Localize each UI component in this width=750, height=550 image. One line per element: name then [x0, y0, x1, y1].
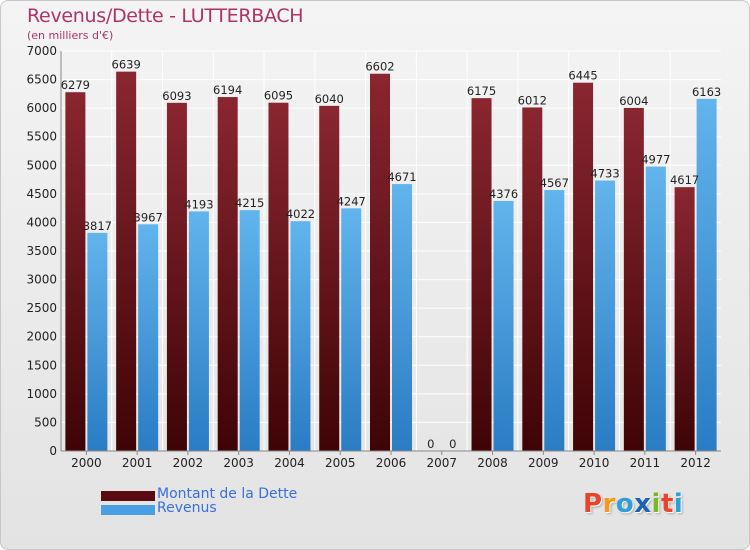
x-tick-label: 2003 — [223, 456, 254, 470]
proxiti-logo: Proxiti — [583, 489, 683, 519]
x-tick-label: 2008 — [477, 456, 508, 470]
data-label: 4022 — [286, 207, 315, 221]
data-label: 4193 — [184, 197, 213, 211]
data-label: 4247 — [337, 194, 366, 208]
x-tick-label: 2011 — [630, 456, 661, 470]
x-tick-label: 2009 — [528, 456, 559, 470]
x-tick-label: 2006 — [376, 456, 407, 470]
x-tick-label: 2004 — [274, 456, 305, 470]
data-label: 4977 — [641, 153, 670, 167]
bar-dette — [166, 102, 187, 451]
data-label: 4376 — [489, 187, 518, 201]
logo-letter: i — [651, 489, 661, 519]
data-label: 6279 — [61, 78, 90, 92]
data-label: 6602 — [365, 60, 394, 74]
y-tick-label: 3500 — [26, 244, 57, 258]
bar-revenus — [188, 211, 209, 451]
bar-dette — [268, 102, 289, 451]
y-tick-label: 0 — [49, 444, 57, 458]
legend-label-revenus: Revenus — [157, 500, 217, 516]
data-label: 6095 — [264, 89, 293, 103]
data-label: 6445 — [568, 69, 597, 83]
legend-label-dette: Montant de la Dette — [157, 486, 298, 502]
bar-revenus — [138, 224, 159, 451]
x-tick-label: 2012 — [680, 456, 711, 470]
chart-title: Revenus/Dette - LUTTERBACH — [27, 5, 304, 27]
chart-subtitle: (en milliers d'€) — [27, 29, 114, 42]
data-label: 6040 — [315, 92, 344, 106]
x-tick-label: 2001 — [122, 456, 153, 470]
bar-revenus — [392, 184, 412, 452]
data-label: 0 — [449, 437, 456, 451]
y-tick-label: 7000 — [26, 44, 57, 58]
bar-revenus — [595, 180, 616, 452]
data-label: 0 — [427, 437, 434, 451]
bar-dette — [319, 105, 340, 451]
logo-letter: i — [673, 489, 684, 519]
bar-dette — [116, 71, 137, 451]
data-label: 4567 — [540, 176, 569, 190]
x-tick-label: 2002 — [173, 456, 204, 470]
data-label: 4215 — [235, 196, 264, 210]
y-tick-label: 1500 — [26, 358, 57, 372]
logo-letter: x — [634, 489, 652, 519]
x-tick-label: 2000 — [71, 456, 102, 470]
bar-dette — [65, 92, 86, 451]
y-tick-label: 5000 — [26, 158, 57, 172]
logo-letter: P — [583, 489, 603, 519]
data-label: 6093 — [162, 89, 191, 103]
y-tick-label: 2000 — [26, 330, 57, 344]
bar-revenus — [645, 166, 666, 451]
bar-revenus — [696, 98, 717, 451]
x-tick-label: 2005 — [325, 456, 356, 470]
data-label: 6194 — [213, 83, 242, 97]
bar-dette — [217, 97, 238, 452]
bar-dette — [370, 73, 390, 451]
y-tick-label: 5500 — [26, 130, 57, 144]
bar-revenus — [493, 200, 514, 451]
y-tick-label: 6500 — [26, 73, 57, 87]
bar-revenus — [87, 232, 108, 451]
data-label: 4733 — [590, 167, 619, 181]
bar-dette — [471, 98, 492, 452]
bar-revenus — [341, 208, 362, 451]
logo-letter: r — [602, 489, 616, 519]
logo-letter: t — [660, 489, 674, 519]
data-label: 6175 — [467, 84, 496, 98]
bar-revenus — [544, 190, 565, 451]
data-label: 4617 — [670, 173, 699, 187]
y-tick-label: 500 — [34, 415, 57, 429]
logo-letter: o — [615, 489, 635, 519]
data-label: 6012 — [518, 93, 547, 107]
y-tick-label: 4000 — [26, 215, 57, 229]
bar-dette — [522, 107, 543, 451]
y-tick-label: 2500 — [26, 301, 57, 315]
bar-revenus — [239, 210, 260, 451]
data-label: 4671 — [387, 170, 416, 184]
bar-dette — [623, 107, 644, 452]
data-label: 6163 — [692, 85, 721, 99]
y-tick-label: 4500 — [26, 187, 57, 201]
data-label: 3817 — [83, 219, 112, 233]
bar-dette — [573, 82, 594, 451]
data-label: 6004 — [619, 94, 648, 108]
legend-swatch-dette — [101, 491, 155, 501]
x-tick-label: 2007 — [426, 456, 457, 470]
legend-swatch-revenus — [101, 505, 155, 515]
x-tick-label: 2010 — [579, 456, 610, 470]
bar-revenus — [290, 221, 311, 451]
y-tick-label: 1000 — [26, 387, 57, 401]
y-tick-label: 3000 — [26, 273, 57, 287]
data-label: 6639 — [112, 58, 141, 72]
bar-dette — [674, 187, 695, 451]
y-tick-label: 6000 — [26, 101, 57, 115]
data-label: 3967 — [134, 210, 163, 224]
